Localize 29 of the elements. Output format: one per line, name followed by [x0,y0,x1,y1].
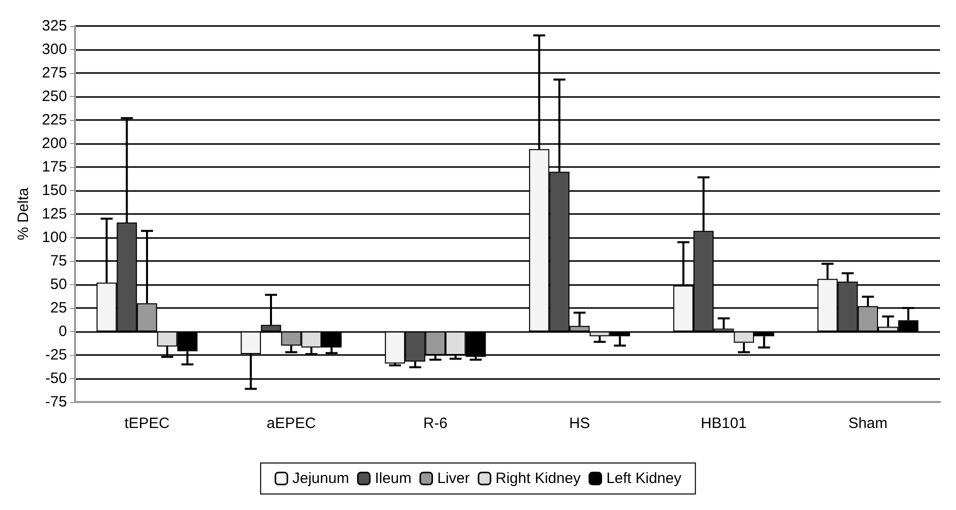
y-tick-label: 150 [42,182,67,199]
y-tick-label: 300 [42,41,67,58]
y-tick-label: 200 [42,135,67,152]
y-tick-label: 25 [50,300,67,316]
x-tick-label: aEPEC [266,415,316,432]
x-tick-label: HS [569,415,590,432]
y-tick-label: 175 [42,158,67,176]
x-tick-label: Sham [848,415,888,432]
y-tick-label: 100 [42,229,67,246]
x-tick-label: tEPEC [124,415,170,432]
y-tick-label: 250 [42,88,67,105]
y-axis-title: % Delta [15,187,32,240]
legend-label: Jejunum [292,470,350,487]
y-tick-label: -75 [45,394,67,410]
x-tick-label: HB101 [700,415,747,432]
legend-label: Ileum [374,470,412,487]
x-tick-label: R-6 [423,415,448,432]
y-tick-label: 125 [42,206,67,222]
y-tick-label: 50 [50,276,67,293]
y-tick-label: 225 [42,112,67,128]
y-tick-label: 325 [42,18,67,34]
y-tick-label: -25 [45,346,67,364]
legend-label: Liver [437,470,470,487]
y-tick-label: 75 [50,252,67,270]
y-tick-label: 275 [42,64,67,82]
y-tick-label: -50 [45,370,67,387]
legend-label: Left Kidney [606,470,682,487]
y-tick-label: 0 [58,323,67,340]
legend-label: Right Kidney [496,470,582,487]
